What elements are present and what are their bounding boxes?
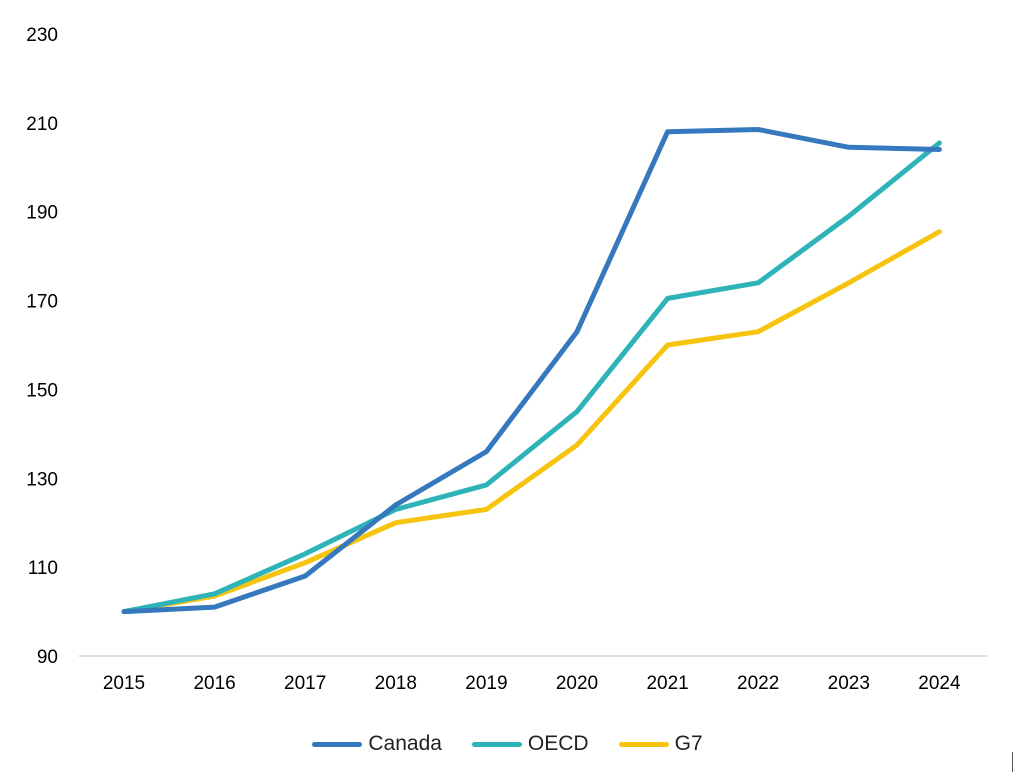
line-chart: 90 110 130 150 170 190 210 230 2015 2016 2017 2018… [26,25,987,694]
x-tick-label: 2018 [375,673,417,694]
legend-swatch [312,741,363,747]
legend-item-oecd: OECD [471,732,589,756]
x-tick-label: 2022 [737,673,779,694]
x-tick-label: 2019 [465,673,507,694]
y-tick-label: 110 [28,558,58,579]
series-line-g7 [121,229,942,615]
x-tick-label: 2015 [103,673,145,694]
legend-item-g7: G7 [618,732,703,756]
x-axis: 2015 2016 2017 2018 2019 2020 2021 2022 2023 2024 [103,673,961,694]
x-tick-label: 2021 [646,673,688,694]
x-tick-label: 2020 [556,673,598,694]
y-tick-label: 150 [26,380,58,401]
y-tick-label: 170 [26,292,58,313]
legend-label: G7 [674,732,703,755]
y-tick-label: 210 [26,114,58,135]
y-axis: 90 110 130 150 170 190 210 230 [26,25,58,668]
legend-item-canada: Canada [312,732,442,756]
y-tick-label: 190 [26,203,58,224]
series-lines [121,127,942,615]
legend-swatch [471,741,522,747]
x-tick-label: 2024 [918,673,961,694]
corner-mark [1012,752,1013,772]
legend-swatch [618,741,669,747]
y-tick-label: 230 [26,25,58,46]
series-line-oecd [121,140,942,615]
x-tick-label: 2016 [193,673,235,694]
y-tick-label: 90 [37,647,58,668]
y-tick-label: 130 [26,469,58,490]
x-tick-label: 2017 [284,673,326,694]
x-tick-label: 2023 [828,673,870,694]
series-line-canada [121,127,942,615]
legend-label: OECD [527,732,589,755]
legend-label: Canada [368,732,442,755]
legend: Canada OECD G7 [0,729,1015,759]
